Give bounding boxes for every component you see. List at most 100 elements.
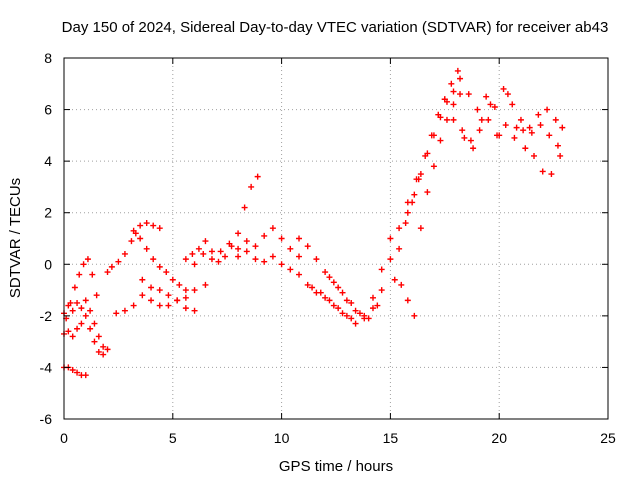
x-axis-tick-labels: 0 5 10 15 20 25 (60, 430, 616, 446)
data-point (443, 116, 450, 123)
data-point (139, 292, 146, 299)
data-point (417, 171, 424, 178)
data-point (226, 240, 233, 247)
data-point (326, 274, 333, 281)
data-point (84, 256, 91, 263)
data-point (402, 220, 409, 227)
data-points (61, 67, 566, 379)
data-point (261, 232, 268, 239)
data-point (411, 312, 418, 319)
data-point (248, 183, 255, 190)
data-point (552, 116, 559, 123)
data-point (100, 343, 107, 350)
data-point (348, 299, 355, 306)
data-point (554, 142, 561, 149)
series-trace-t (461, 91, 564, 178)
data-point (517, 116, 524, 123)
series-trace-p (396, 67, 461, 252)
data-point (261, 258, 268, 265)
data-point (89, 271, 96, 278)
data-point (322, 294, 329, 301)
data-point (163, 269, 170, 276)
data-point (487, 101, 494, 108)
data-point (78, 320, 85, 327)
data-point (156, 263, 163, 270)
data-point (317, 289, 324, 296)
data-point (457, 75, 464, 82)
data-point (415, 176, 422, 183)
grid-lines (64, 58, 608, 419)
data-point (182, 305, 189, 312)
data-point (491, 103, 498, 110)
data-point (391, 276, 398, 283)
data-point (548, 171, 555, 178)
data-point (69, 367, 76, 374)
data-point (208, 248, 215, 255)
series-trace-n (326, 176, 420, 319)
data-point (67, 299, 74, 306)
data-point (182, 294, 189, 301)
data-point (296, 271, 303, 278)
data-point (169, 276, 176, 283)
data-point (189, 250, 196, 257)
data-point (485, 116, 492, 123)
data-point (91, 338, 98, 345)
data-point (191, 261, 198, 268)
data-point (424, 150, 431, 157)
series-trace-j (191, 225, 303, 268)
series-trace-l (296, 235, 381, 322)
data-point (82, 372, 89, 379)
data-point (424, 189, 431, 196)
data-point (339, 310, 346, 317)
data-point (156, 302, 163, 309)
data-point (121, 250, 128, 257)
data-point (148, 297, 155, 304)
data-point (539, 168, 546, 175)
data-point (513, 124, 520, 131)
x-tick-label: 0 (60, 430, 68, 446)
data-point (200, 250, 207, 257)
data-point (404, 209, 411, 216)
y-tick-label: -4 (40, 359, 53, 375)
data-point (448, 80, 455, 87)
data-point (76, 271, 83, 278)
data-point (93, 292, 100, 299)
data-point (74, 325, 81, 332)
data-point (343, 312, 350, 319)
data-point (130, 302, 137, 309)
data-point (461, 134, 468, 141)
data-point (467, 137, 474, 144)
data-point (82, 312, 89, 319)
axis-ticks (63, 57, 609, 420)
data-point (100, 351, 107, 358)
data-point (326, 297, 333, 304)
data-point (361, 312, 368, 319)
series-trace-c (63, 256, 100, 322)
data-point (531, 152, 538, 159)
data-point (348, 315, 355, 322)
data-point (483, 93, 490, 100)
data-point (476, 127, 483, 134)
data-point (254, 173, 261, 180)
data-point (182, 256, 189, 263)
data-point (121, 307, 128, 314)
data-point (80, 261, 87, 268)
data-point (104, 346, 111, 353)
data-point (474, 106, 481, 113)
series-trace-r (441, 96, 561, 149)
data-point (191, 307, 198, 314)
plot-frame (63, 57, 609, 420)
data-point (465, 91, 472, 98)
chart-title: Day 150 of 2024, Sidereal Day-to-day VTE… (62, 19, 609, 36)
data-point (526, 124, 533, 131)
data-point (450, 88, 457, 95)
data-point (417, 225, 424, 232)
data-point (374, 302, 381, 309)
data-point (156, 287, 163, 294)
y-tick-label: -2 (40, 308, 53, 324)
data-point (113, 310, 120, 317)
data-point (137, 235, 144, 242)
series-trace-a (61, 297, 111, 353)
y-tick-label: 4 (44, 153, 52, 169)
